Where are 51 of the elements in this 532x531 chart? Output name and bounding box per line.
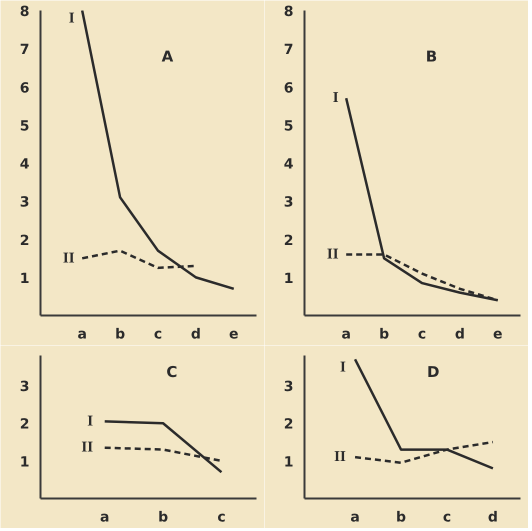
x-tick-label: a [77,326,87,342]
y-tick-label: 7 [20,42,30,58]
series-label: II [326,246,339,262]
x-tick-label: d [454,326,465,342]
x-tick-label: b [379,326,390,342]
y-tick-label: 3 [20,379,30,396]
text: C [166,363,178,382]
y-tick-label: 5 [284,118,294,134]
x-tick-label: a [350,510,360,526]
y-tick-label: 2 [284,416,294,433]
y-tick-label: 5 [20,118,30,134]
y-tick-label: 7 [284,42,294,58]
y-tick-label: 8 [284,4,294,20]
x-tick-label: c [217,510,226,526]
series-label: II [334,449,346,466]
series-label: II [81,440,94,456]
x-tick-label: e [493,326,503,342]
x-tick-label: d [190,326,201,342]
x-tick-label: d [488,510,498,526]
y-tick-label: 3 [284,379,294,396]
x-tick-label: b [158,510,168,526]
x-tick-label: b [115,326,126,342]
y-tick-label: 6 [20,80,30,96]
x-tick-label: c [418,326,426,342]
y-tick-label: 3 [20,194,30,211]
series-label: II [62,250,75,266]
series-label: I [68,10,75,26]
y-tick-label: 4 [20,156,30,172]
y-tick-label: 8 [20,4,30,20]
x-tick-label: e [229,326,239,342]
x-tick-label: a [341,326,351,342]
x-tick-label: b [396,510,406,526]
y-tick-label: 6 [284,80,294,96]
series-label: I [87,413,94,430]
text: B [426,47,438,66]
y-tick-label: 1 [284,270,294,287]
series-label: I [340,359,346,376]
x-tick-label: a [100,510,110,526]
series-label: I [332,90,339,106]
y-tick-label: 3 [284,194,294,211]
y-tick-label: 4 [284,156,294,172]
y-tick-label: 1 [284,454,294,470]
y-tick-label: 2 [284,232,294,249]
text: A [162,47,174,66]
x-tick-label: c [442,510,452,526]
text: D [426,363,440,382]
y-tick-label: 1 [20,454,30,470]
x-tick-label: c [154,326,162,342]
y-tick-label: 2 [20,416,30,433]
y-tick-label: 1 [20,270,30,287]
y-tick-label: 2 [20,232,30,249]
